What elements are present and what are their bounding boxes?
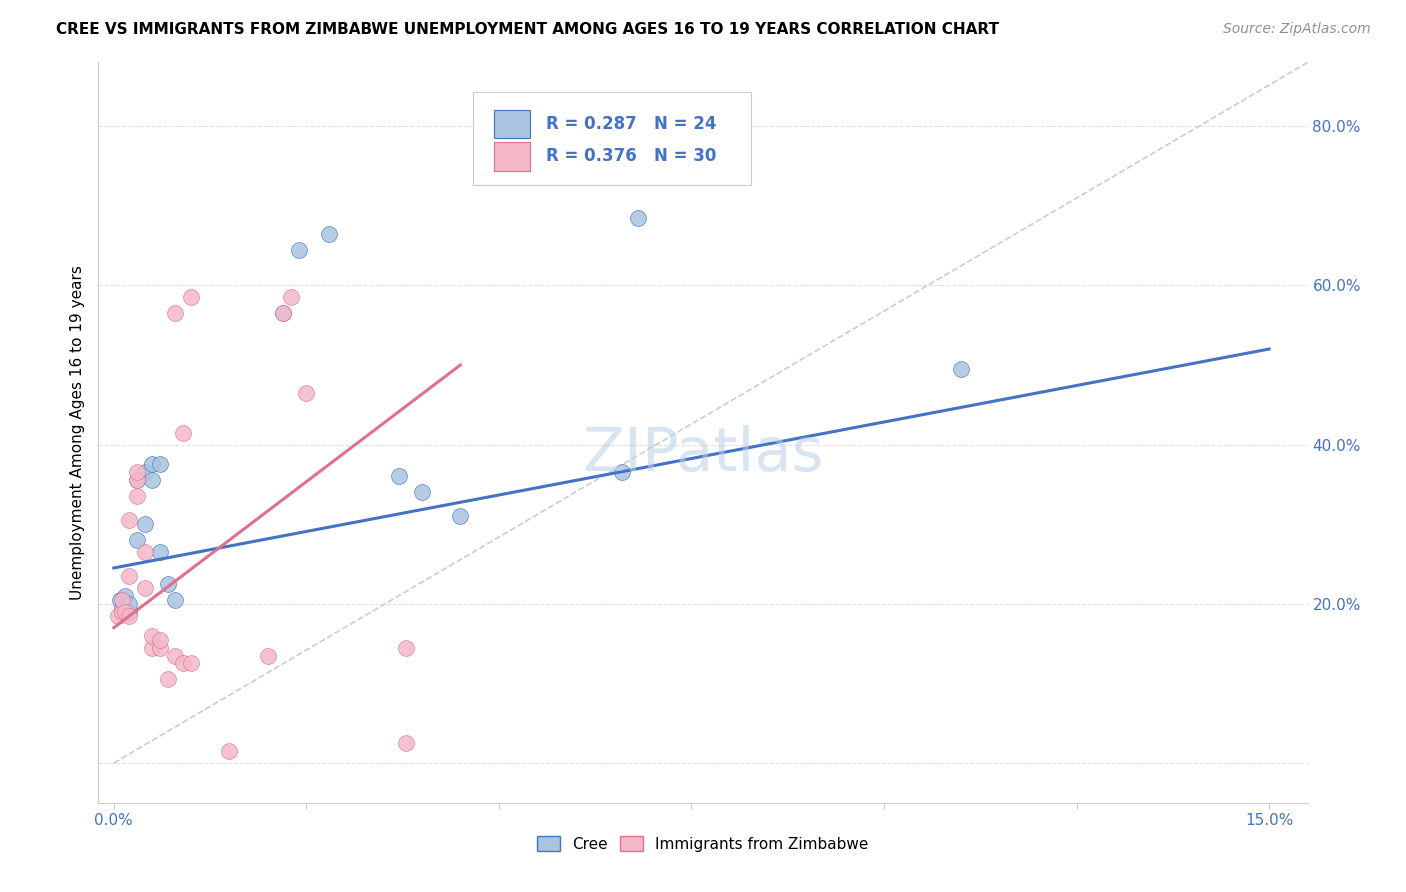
Point bbox=[118, 569, 141, 583]
Point bbox=[287, 243, 309, 257]
Legend: Cree, Immigrants from Zimbabwe: Cree, Immigrants from Zimbabwe bbox=[531, 830, 875, 858]
FancyBboxPatch shape bbox=[494, 110, 530, 138]
Point bbox=[271, 306, 294, 320]
Point bbox=[257, 648, 280, 663]
Point bbox=[125, 533, 148, 547]
Text: CREE VS IMMIGRANTS FROM ZIMBABWE UNEMPLOYMENT AMONG AGES 16 TO 19 YEARS CORRELAT: CREE VS IMMIGRANTS FROM ZIMBABWE UNEMPLO… bbox=[56, 22, 1000, 37]
Point bbox=[134, 545, 156, 559]
Point bbox=[950, 362, 973, 376]
FancyBboxPatch shape bbox=[494, 143, 530, 170]
Point bbox=[449, 509, 471, 524]
Point bbox=[318, 227, 340, 241]
Point bbox=[149, 458, 172, 472]
Point bbox=[125, 466, 148, 480]
Point bbox=[280, 290, 302, 304]
Point bbox=[149, 632, 172, 647]
Point bbox=[172, 657, 194, 671]
Text: R = 0.287   N = 24: R = 0.287 N = 24 bbox=[546, 115, 716, 133]
Point bbox=[125, 474, 148, 488]
Point bbox=[125, 489, 148, 503]
Point bbox=[125, 474, 148, 488]
Point bbox=[180, 290, 202, 304]
Text: ZIPatlas: ZIPatlas bbox=[582, 425, 824, 484]
Point bbox=[110, 592, 132, 607]
Point bbox=[149, 545, 172, 559]
Point bbox=[395, 736, 418, 750]
Point bbox=[118, 597, 141, 611]
Point bbox=[149, 640, 172, 655]
Point bbox=[141, 640, 163, 655]
Point bbox=[110, 605, 132, 619]
Point bbox=[165, 592, 187, 607]
Point bbox=[134, 581, 156, 595]
Point bbox=[108, 592, 131, 607]
Point bbox=[626, 211, 648, 225]
Point bbox=[118, 605, 141, 619]
Text: Source: ZipAtlas.com: Source: ZipAtlas.com bbox=[1223, 22, 1371, 37]
Point bbox=[134, 517, 156, 532]
Point bbox=[118, 513, 141, 527]
Point bbox=[218, 744, 240, 758]
Text: R = 0.376   N = 30: R = 0.376 N = 30 bbox=[546, 147, 716, 165]
Point bbox=[114, 589, 136, 603]
Point bbox=[107, 608, 129, 623]
Point bbox=[114, 605, 136, 619]
Point bbox=[141, 629, 163, 643]
Point bbox=[411, 485, 433, 500]
Point bbox=[388, 469, 411, 483]
Point bbox=[141, 474, 163, 488]
FancyBboxPatch shape bbox=[474, 92, 751, 185]
Point bbox=[165, 648, 187, 663]
Point bbox=[156, 673, 179, 687]
Point bbox=[141, 458, 163, 472]
Point bbox=[395, 640, 418, 655]
Point bbox=[172, 425, 194, 440]
Point bbox=[156, 577, 179, 591]
Point bbox=[180, 657, 202, 671]
Point bbox=[165, 306, 187, 320]
Point bbox=[271, 306, 294, 320]
Y-axis label: Unemployment Among Ages 16 to 19 years: Unemployment Among Ages 16 to 19 years bbox=[70, 265, 86, 600]
Point bbox=[110, 600, 132, 615]
Point bbox=[295, 385, 318, 400]
Point bbox=[610, 466, 633, 480]
Point bbox=[118, 608, 141, 623]
Point bbox=[134, 466, 156, 480]
